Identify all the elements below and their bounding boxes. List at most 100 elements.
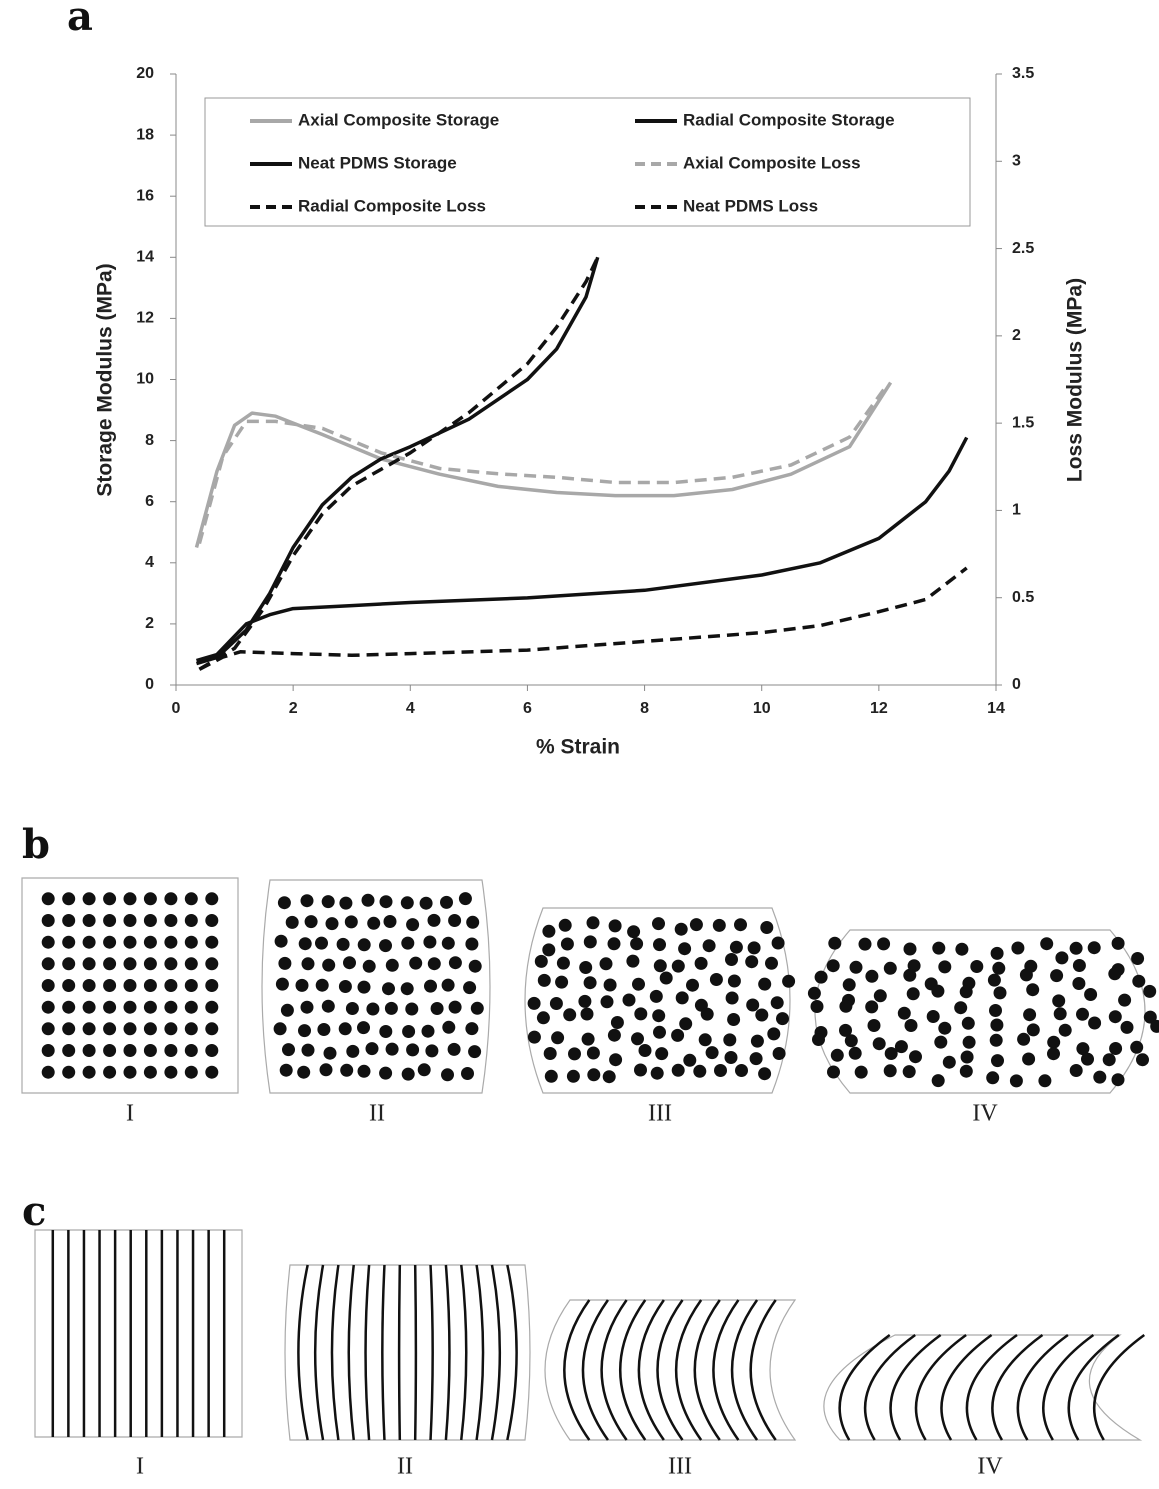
specimen (21, 877, 239, 1094)
fiber-dot (103, 935, 117, 949)
fiber-dot (379, 939, 392, 953)
fiber-dot (103, 914, 117, 927)
specimen-label: I (126, 1101, 134, 1127)
fiber-dot (734, 918, 747, 932)
fiber-dot (906, 987, 920, 1001)
fiber-dot (854, 1065, 868, 1079)
fiber-dot (1023, 1008, 1037, 1022)
y2-axis-label: Loss Modulus (MPa) (1064, 278, 1087, 482)
fiber-dot (164, 1022, 178, 1036)
fiber-dot (184, 892, 198, 906)
x-tick-label: 0 (172, 700, 181, 717)
x-tick-label: 14 (987, 700, 1005, 717)
fiber-dot (315, 936, 328, 950)
fiber-line (838, 1333, 891, 1441)
specimen (544, 1299, 797, 1441)
fiber-line (581, 1299, 609, 1441)
fiber-dot (534, 954, 548, 968)
fiber-dot (555, 975, 569, 989)
fiber-dot (323, 1046, 337, 1060)
specimen-label: IV (977, 1454, 1003, 1480)
fiber-dot (678, 942, 692, 956)
fiber-dot (273, 1022, 287, 1036)
y-tick-label: 20 (136, 65, 154, 82)
fiber-dot (867, 1019, 881, 1032)
fiber-dot (926, 1010, 940, 1023)
fiber-line (364, 1264, 371, 1441)
fiber-dot (304, 915, 318, 929)
fiber-dot (1022, 1052, 1036, 1066)
fiber-line (749, 1299, 777, 1441)
fiber-dot (1040, 937, 1054, 951)
fiber-dot (82, 892, 96, 906)
fiber-dot (729, 940, 743, 954)
fiber-dot (653, 938, 666, 952)
fiber-dot (652, 917, 665, 931)
fiber-dot (931, 984, 945, 998)
fiber-line (1042, 1333, 1095, 1441)
fiber-dot (384, 1001, 398, 1015)
fiber-dot (280, 1003, 294, 1017)
fiber-dot (938, 960, 952, 974)
fiber-dot (1111, 936, 1125, 950)
fiber-dot (277, 896, 291, 910)
fiber-dot (62, 1022, 76, 1036)
fiber-dot (82, 1044, 96, 1057)
fiber-dot (828, 936, 842, 950)
fiber-dot (400, 982, 414, 996)
fiber-dot (143, 957, 157, 971)
fiber-dot (872, 1037, 886, 1051)
fiber-dot (727, 1013, 741, 1026)
fiber-dot (702, 939, 716, 953)
fiber-dot (1143, 984, 1157, 998)
fiber-line (693, 1299, 721, 1441)
fiber-dot (315, 978, 329, 992)
fiber-dot (566, 1069, 580, 1083)
fiber-dot (357, 1064, 371, 1078)
fiber-dot (938, 1021, 952, 1035)
fiber-line (397, 1264, 402, 1441)
fiber-dot (767, 1027, 781, 1041)
fiber-dot (82, 935, 96, 949)
fiber-dot (123, 957, 137, 971)
fiber-dot (275, 977, 289, 991)
fiber-dot (1026, 983, 1040, 997)
specimen-outline (284, 1264, 531, 1441)
fiber-dot (205, 1000, 219, 1014)
fiber-dot (365, 1042, 379, 1056)
fiber-dot (402, 1025, 416, 1038)
fiber-dot (385, 958, 399, 972)
fiber-dot (839, 1023, 852, 1037)
fiber-dot (556, 956, 570, 970)
fiber-dot (580, 1007, 594, 1021)
fiber-dot (989, 1033, 1003, 1047)
fiber-dot (626, 954, 640, 968)
fiber-dot (1108, 967, 1122, 981)
fiber-dot (909, 1050, 922, 1064)
fiber-dot (103, 1022, 117, 1036)
fiber-line (712, 1299, 740, 1441)
fiber-line (889, 1333, 942, 1441)
fiber-dot (865, 1000, 879, 1014)
fiber-dot (536, 1011, 550, 1025)
fiber-dot (441, 978, 455, 992)
fiber-dot (634, 1063, 647, 1077)
fiber-dot (724, 1051, 738, 1064)
fiber-dot (164, 1000, 178, 1014)
fiber-dot (123, 892, 137, 906)
fiber-dot (344, 915, 358, 929)
fiber-dot (448, 1000, 462, 1014)
fiber-dot (655, 1047, 669, 1061)
y2-tick-label: 3 (1012, 153, 1021, 170)
fiber-dot (367, 916, 381, 930)
fiber-dot (1143, 1010, 1157, 1024)
specimen (261, 879, 491, 1094)
fiber-dot (362, 959, 376, 973)
fiber-dot (712, 918, 726, 932)
fiber-dot (1047, 1035, 1061, 1049)
fiber-dot (990, 1018, 1004, 1032)
fiber-dot (298, 1024, 311, 1038)
fiber-line (656, 1299, 684, 1441)
y2-tick-label: 3.5 (1012, 65, 1034, 82)
